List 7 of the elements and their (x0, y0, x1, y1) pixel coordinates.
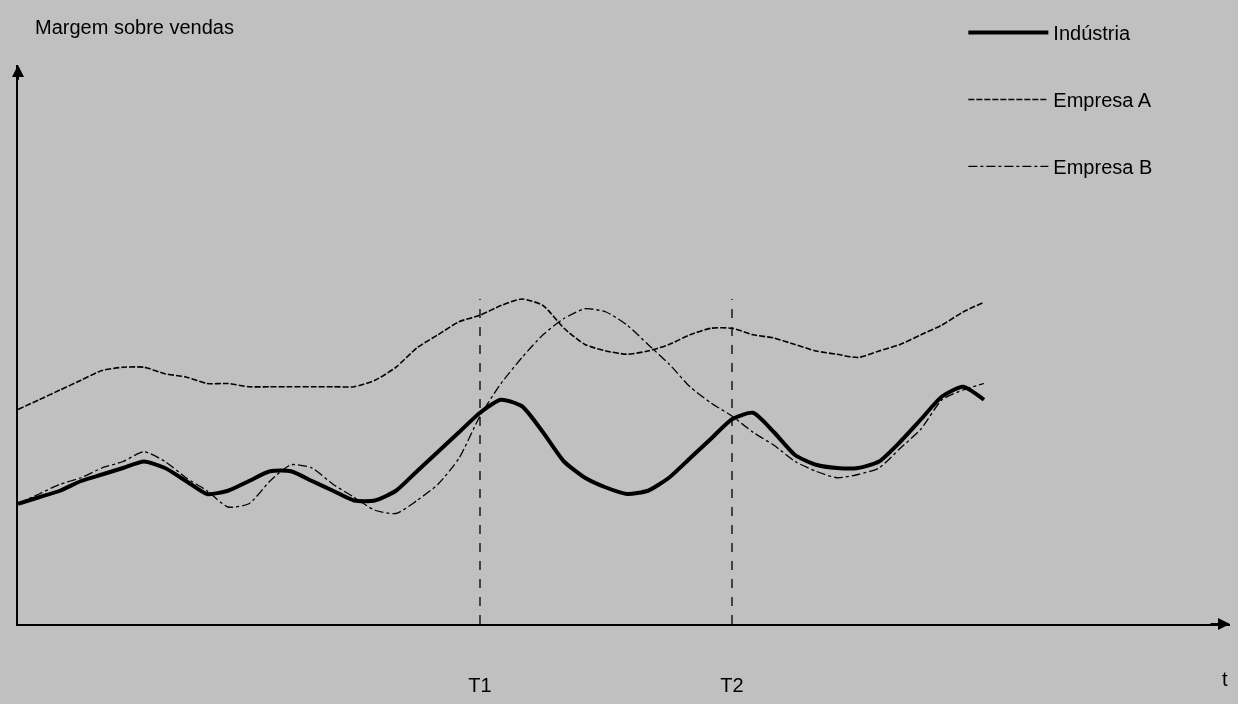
text: Margem sobre vendas (35, 16, 234, 38)
x-tick-label: T2 (720, 674, 744, 696)
legend-label: Indústria (1053, 22, 1131, 45)
x-tick-label: T1 (468, 674, 492, 696)
legend-label: Empresa A (1053, 89, 1152, 112)
legend-label: Empresa B (1053, 156, 1153, 179)
text: t (1222, 668, 1228, 690)
